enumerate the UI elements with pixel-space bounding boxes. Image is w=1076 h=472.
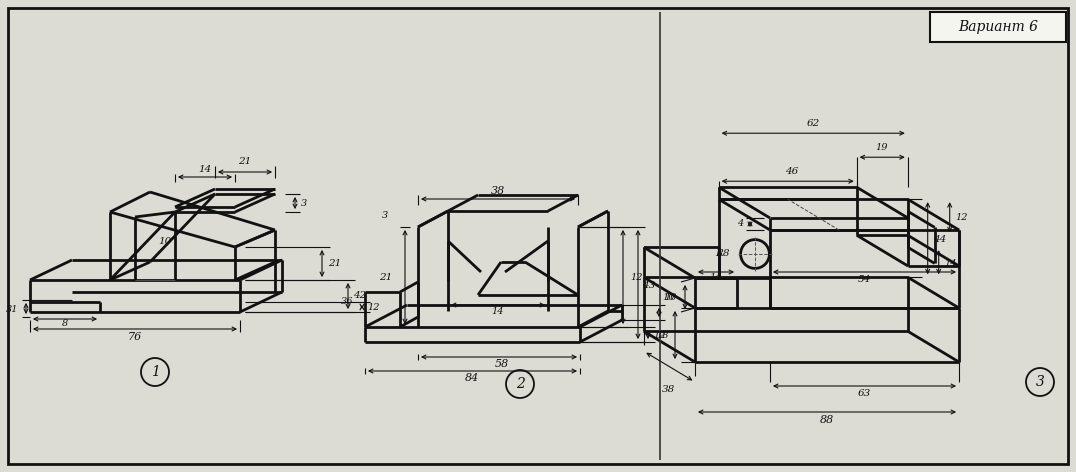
- Text: 62: 62: [806, 119, 820, 128]
- Text: 43: 43: [642, 280, 655, 289]
- Text: 84: 84: [465, 373, 479, 383]
- Text: 38: 38: [663, 386, 676, 395]
- Text: 3: 3: [1035, 375, 1045, 389]
- Text: 21: 21: [379, 272, 392, 281]
- Text: 54: 54: [858, 276, 870, 285]
- Text: 12: 12: [631, 272, 643, 281]
- Text: Вариант 6: Вариант 6: [958, 20, 1038, 34]
- Text: 36: 36: [340, 297, 353, 306]
- Text: 58: 58: [495, 359, 509, 369]
- FancyBboxPatch shape: [930, 12, 1066, 42]
- Text: 3: 3: [301, 199, 307, 208]
- Text: 63: 63: [858, 389, 870, 398]
- Text: 31: 31: [5, 304, 18, 313]
- Text: 10: 10: [665, 293, 677, 302]
- Text: 10: 10: [158, 237, 172, 246]
- Text: 14: 14: [492, 307, 505, 317]
- Text: 46: 46: [785, 168, 798, 177]
- Text: 1: 1: [151, 365, 159, 379]
- Text: 21: 21: [239, 158, 252, 167]
- Text: 8: 8: [62, 320, 68, 329]
- Text: 18: 18: [656, 330, 669, 339]
- Text: 14: 14: [945, 259, 957, 268]
- Text: 12: 12: [955, 213, 968, 222]
- Text: 12: 12: [368, 303, 380, 312]
- Text: 3: 3: [382, 211, 388, 219]
- Text: 12: 12: [654, 330, 666, 339]
- Text: 76: 76: [128, 332, 142, 342]
- Text: 42: 42: [353, 292, 367, 301]
- Text: 21: 21: [328, 260, 341, 269]
- Text: 44: 44: [933, 235, 946, 244]
- Text: 14: 14: [710, 273, 722, 283]
- Text: 2: 2: [515, 377, 524, 391]
- Text: R8: R8: [716, 250, 730, 259]
- Text: 38: 38: [491, 186, 505, 196]
- Text: 10: 10: [663, 293, 675, 302]
- Text: 4: 4: [737, 219, 744, 228]
- Text: 88: 88: [820, 415, 834, 425]
- Text: 19: 19: [876, 143, 889, 152]
- Text: 14: 14: [198, 165, 212, 174]
